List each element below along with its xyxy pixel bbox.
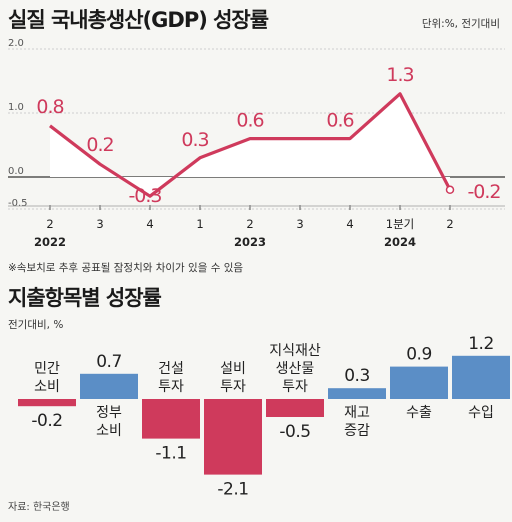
bar-category-label: 재고 bbox=[344, 405, 370, 421]
bar-value-label: -0.5 bbox=[279, 422, 310, 442]
bar-value-label: 0.7 bbox=[96, 352, 122, 372]
line-chart-axis: 2 3 4 1 2 3 4 1분기 2 2022 2023 2024 bbox=[8, 176, 505, 249]
bar-category-label: 수입 bbox=[468, 405, 494, 421]
bar bbox=[390, 366, 448, 399]
unit-gdp: 단위:%, 전기대비 bbox=[422, 17, 500, 30]
y-tick-label: -0.5 bbox=[8, 198, 28, 209]
x-tick-label: 3 bbox=[96, 217, 103, 231]
x-tick-label: 4 bbox=[146, 217, 153, 231]
title-expenditure: 지출항목별 성장률 bbox=[8, 286, 162, 310]
bar-value-label: -1.1 bbox=[155, 444, 186, 464]
bar bbox=[204, 399, 262, 475]
bar-category-label: 수출 bbox=[406, 405, 432, 421]
x-tick-label: 4 bbox=[346, 217, 353, 231]
line-chart-series bbox=[49, 92, 455, 198]
x-year-label: 2022 bbox=[34, 235, 66, 249]
line-value-label: -0.2 bbox=[467, 181, 500, 203]
note-preliminary: ※속보치로 추후 공표될 잠정치와 차이가 있을 수 있음 bbox=[8, 262, 243, 274]
x-tick-label: 1 bbox=[196, 217, 203, 231]
x-tick-label: 1분기 bbox=[386, 217, 414, 231]
bar-category-label: 소비 bbox=[34, 379, 60, 395]
bar-category-label: 민간 bbox=[34, 361, 60, 377]
bar-value-label: 0.9 bbox=[406, 345, 432, 365]
line-value-label: 0.6 bbox=[236, 110, 263, 132]
y-tick-label: 1.0 bbox=[8, 102, 24, 113]
bar bbox=[80, 373, 138, 399]
bar-category-label: 투자 bbox=[220, 379, 246, 395]
x-year-label: 2023 bbox=[234, 235, 266, 249]
bar-value-label: -0.2 bbox=[31, 411, 62, 431]
line-chart-labels: 0.8 0.2 -0.3 0.3 0.6 0.6 1.3 -0.2 bbox=[36, 64, 501, 207]
line-value-label: 1.3 bbox=[386, 64, 413, 86]
line-value-label: 0.2 bbox=[86, 134, 113, 156]
line-end-marker bbox=[445, 185, 455, 195]
bar-chart-series: -0.2민간소비0.7정부소비-1.1건설투자-2.1설비투자-0.5지식재산생… bbox=[18, 334, 510, 500]
line-value-label: -0.3 bbox=[128, 185, 161, 207]
bar-category-label: 투자 bbox=[158, 379, 184, 395]
bar-category-label: 증감 bbox=[344, 423, 370, 439]
title-gdp: 실질 국내총생산(GDP) 성장률 bbox=[8, 8, 269, 32]
bar bbox=[266, 399, 324, 417]
y-tick-label: 2.0 bbox=[8, 38, 24, 49]
unit-expenditure: 전기대비, % bbox=[8, 319, 63, 331]
bar-value-label: 1.2 bbox=[468, 334, 494, 354]
bar bbox=[142, 399, 200, 439]
bar-category-label: 생산물 bbox=[276, 361, 315, 377]
bar bbox=[328, 388, 386, 399]
line-value-label: 0.8 bbox=[36, 96, 63, 118]
bar-value-label: 0.3 bbox=[344, 366, 370, 386]
x-tick-label: 2 bbox=[246, 217, 253, 231]
x-tick-label: 2 bbox=[446, 217, 453, 231]
line-value-label: 0.6 bbox=[326, 110, 353, 132]
bar bbox=[452, 355, 510, 399]
gdp-line bbox=[49, 92, 452, 198]
bar-category-label: 지식재산 bbox=[269, 343, 321, 359]
line-value-label: 0.3 bbox=[181, 129, 208, 151]
y-tick-label: 0.0 bbox=[8, 166, 24, 177]
bar-category-label: 정부 bbox=[96, 405, 122, 421]
bar bbox=[18, 399, 76, 407]
bar-category-label: 소비 bbox=[96, 423, 122, 439]
bar-category-label: 건설 bbox=[158, 361, 184, 377]
source-note: 자료: 한국은행 bbox=[8, 501, 70, 513]
x-tick-label: 3 bbox=[296, 217, 303, 231]
line-area-fill bbox=[50, 93, 450, 197]
x-tick-label: 2 bbox=[46, 217, 53, 231]
x-year-label: 2024 bbox=[384, 235, 416, 249]
line-chart-grid: 2.0 1.0 0.0 -0.5 bbox=[8, 38, 505, 210]
bar-category-label: 설비 bbox=[220, 361, 246, 377]
bar-value-label: -2.1 bbox=[217, 480, 248, 500]
bar-category-label: 투자 bbox=[282, 379, 308, 395]
